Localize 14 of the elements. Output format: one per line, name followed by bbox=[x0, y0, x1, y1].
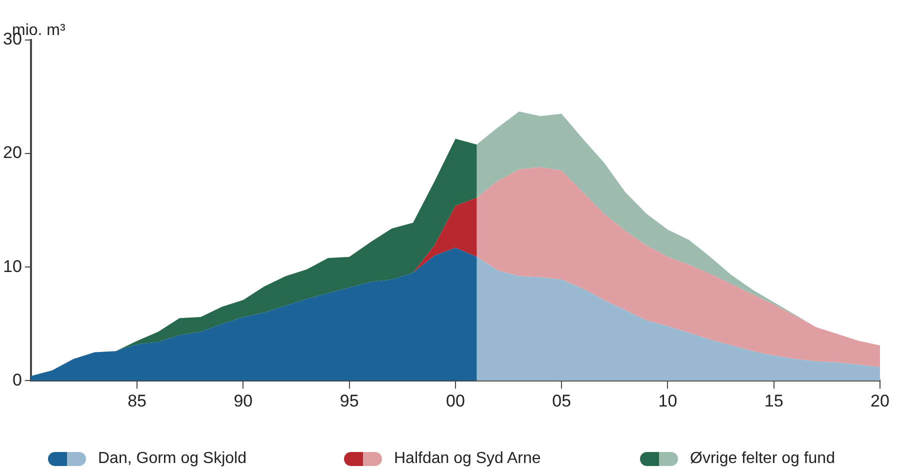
legend-label: Halfdan og Syd Arne bbox=[394, 450, 541, 468]
y-tick-label: 10 bbox=[2, 256, 22, 276]
y-tick-label: 20 bbox=[2, 143, 22, 162]
y-tick-label: 0 bbox=[12, 370, 22, 390]
legend-label: Øvrige felter og fund bbox=[690, 450, 835, 468]
x-tick-label: 05 bbox=[552, 391, 572, 410]
x-tick-label: 95 bbox=[340, 391, 359, 410]
x-tick-label: 90 bbox=[234, 391, 253, 410]
x-tick-label: 10 bbox=[658, 391, 678, 410]
x-tick-label: 85 bbox=[128, 391, 147, 410]
legend-label: Dan, Gorm og Skjold bbox=[98, 450, 247, 468]
x-tick-label: 20 bbox=[870, 391, 890, 410]
x-tick-label: 15 bbox=[764, 391, 784, 410]
x-tick-label: 00 bbox=[446, 391, 465, 410]
